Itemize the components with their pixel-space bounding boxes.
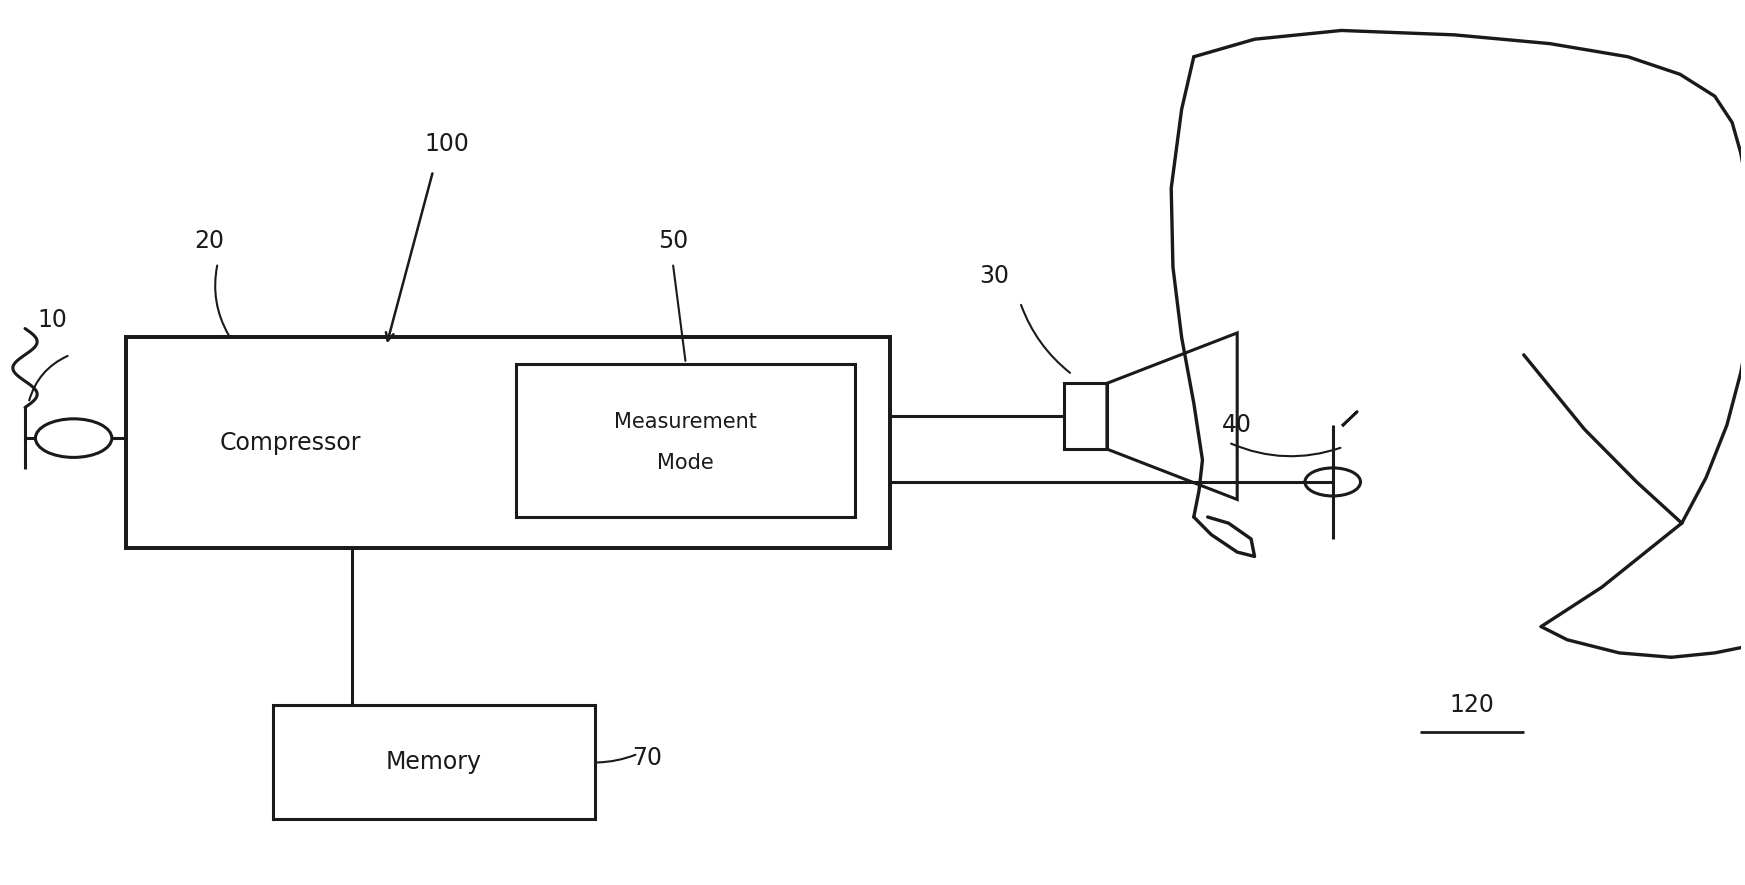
Text: Compressor: Compressor xyxy=(220,430,361,455)
Bar xyxy=(274,705,595,820)
Text: 40: 40 xyxy=(1222,413,1253,437)
Bar xyxy=(1063,383,1106,449)
Text: 120: 120 xyxy=(1448,694,1494,718)
Text: Mode: Mode xyxy=(658,453,714,473)
Bar xyxy=(517,364,855,517)
Text: 10: 10 xyxy=(38,308,68,332)
Text: 50: 50 xyxy=(658,229,688,253)
Text: 70: 70 xyxy=(632,746,661,770)
Text: Measurement: Measurement xyxy=(614,412,757,432)
Text: 100: 100 xyxy=(424,133,469,157)
Text: 20: 20 xyxy=(194,229,223,253)
Bar xyxy=(126,337,890,548)
Text: 30: 30 xyxy=(979,264,1009,288)
Text: Memory: Memory xyxy=(386,750,482,774)
